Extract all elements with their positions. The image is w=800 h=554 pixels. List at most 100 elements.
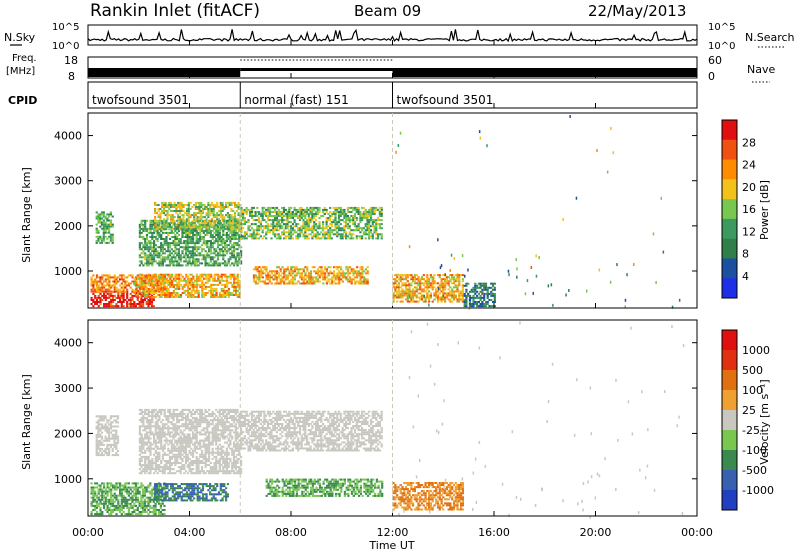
range-time-cell — [187, 285, 190, 288]
range-time-cell — [476, 303, 479, 305]
range-time-cell — [428, 296, 431, 299]
range-time-cell — [153, 289, 156, 292]
range-time-cell — [276, 276, 279, 279]
range-time-cell — [454, 280, 457, 283]
range-time-cell — [209, 258, 212, 261]
range-time-cell — [154, 415, 157, 418]
range-time-cell — [444, 286, 447, 289]
range-time-cell — [142, 246, 145, 249]
range-time-cell — [293, 276, 296, 279]
range-time-cell — [97, 217, 100, 220]
range-time-cell — [203, 220, 206, 223]
range-time-cell — [134, 482, 138, 485]
range-time-cell — [465, 303, 468, 305]
range-time-cell — [339, 211, 342, 213]
range-time-cell — [179, 296, 183, 298]
range-time-cell — [290, 274, 293, 277]
range-time-cell — [120, 303, 123, 305]
range-time-cell — [115, 494, 118, 497]
range-time-cell — [195, 258, 198, 261]
range-time-cell — [322, 215, 325, 217]
range-time-cell — [149, 482, 152, 485]
range-time-cell — [413, 294, 416, 297]
range-time-cell — [144, 470, 147, 473]
range-time-cell — [154, 509, 157, 511]
range-time-cell — [159, 506, 162, 509]
range-time-cell — [452, 280, 456, 283]
range-time-cell — [147, 486, 150, 489]
range-time-cell — [493, 296, 496, 299]
range-time-cell — [150, 294, 154, 297]
range-time-cell — [161, 201, 164, 204]
range-time-cell — [199, 254, 202, 257]
range-time-cell — [196, 208, 199, 210]
range-time-cell — [161, 228, 164, 231]
range-time-cell — [113, 284, 116, 287]
range-time-cell — [445, 276, 448, 279]
range-time-cell — [366, 213, 369, 215]
range-time-cell — [144, 429, 147, 432]
range-time-cell — [167, 231, 170, 234]
range-time-cell — [364, 208, 367, 211]
range-time-cell — [250, 211, 254, 213]
range-time-cell — [201, 204, 205, 206]
range-time-cell — [356, 266, 359, 269]
range-time-cell — [140, 283, 143, 286]
range-time-cell — [208, 277, 211, 280]
range-time-cell — [274, 206, 277, 209]
range-time-cell — [142, 502, 145, 505]
range-time-cell — [259, 223, 262, 226]
range-time-cell — [190, 292, 193, 294]
range-time-cell — [233, 224, 237, 227]
range-time-cell — [298, 229, 302, 232]
range-time-cell — [156, 238, 159, 240]
range-time-cell — [160, 292, 163, 294]
range-time-cell — [95, 274, 99, 277]
range-time-cell — [375, 237, 378, 240]
range-time-cell — [463, 303, 466, 305]
range-time-cell — [192, 260, 195, 263]
range-time-cell — [201, 287, 204, 290]
range-time-cell — [164, 224, 167, 227]
range-time-cell — [392, 300, 395, 303]
range-time-cell — [95, 296, 99, 299]
range-time-cell — [158, 511, 161, 513]
range-time-cell — [144, 455, 147, 458]
range-time-cell — [216, 218, 219, 221]
range-time-cell — [479, 282, 482, 285]
range-time-cell — [211, 283, 214, 286]
range-time-cell — [94, 513, 97, 516]
range-time-cell — [192, 296, 195, 298]
range-time-cell — [140, 504, 143, 507]
range-time-cell — [281, 225, 284, 228]
range-time-cell — [100, 423, 104, 426]
range-time-cell — [154, 408, 157, 411]
range-time-cell — [205, 206, 208, 208]
range-time-cell — [293, 215, 296, 217]
range-time-cell — [178, 281, 181, 284]
range-time-cell — [474, 296, 477, 299]
range-time-cell — [401, 290, 404, 293]
range-time-cell — [223, 220, 226, 223]
range-time-cell — [315, 280, 318, 283]
range-time-cell — [179, 283, 183, 286]
range-time-cell — [95, 437, 98, 440]
range-time-cell — [145, 227, 149, 230]
range-time-cell — [149, 500, 152, 503]
range-time-cell — [270, 282, 273, 285]
range-time-cell — [252, 206, 255, 209]
range-time-cell — [140, 455, 143, 458]
range-time-cell — [151, 221, 154, 224]
range-time-cell — [306, 266, 309, 269]
range-time-cell — [189, 214, 192, 217]
range-time-cell — [95, 211, 98, 214]
range-time-cell — [101, 494, 104, 497]
range-time-cell — [293, 219, 296, 222]
range-time-cell — [142, 289, 145, 292]
range-time-cell — [261, 208, 264, 211]
range-time-cell — [286, 211, 289, 213]
range-time-cell — [380, 233, 383, 236]
range-time-cell — [177, 218, 180, 221]
range-time-cell — [138, 492, 141, 495]
range-time-cell — [156, 427, 159, 430]
